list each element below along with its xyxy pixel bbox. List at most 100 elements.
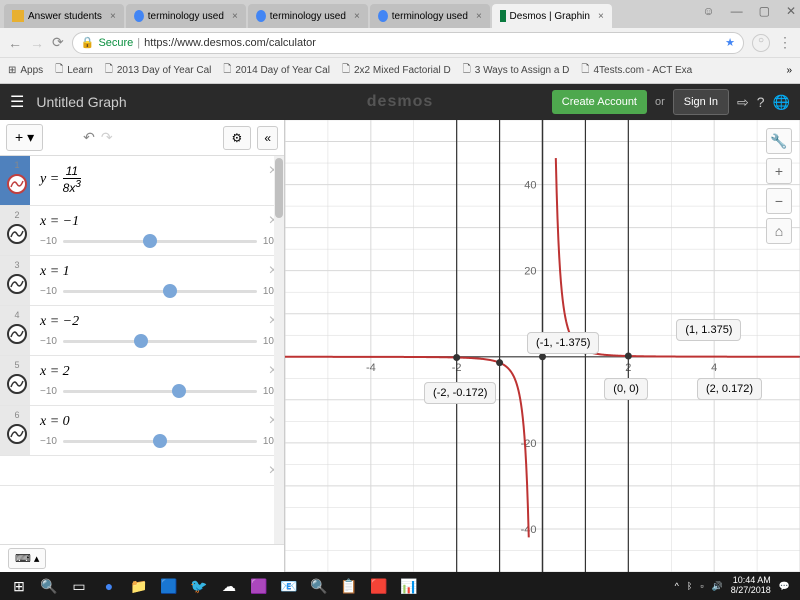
browser-tab[interactable]: terminology used×	[370, 4, 490, 28]
app-icon[interactable]: 🟥	[364, 574, 394, 598]
add-expression-button[interactable]: + ▾	[6, 124, 43, 151]
bluetooth-icon[interactable]: ᛒ	[687, 581, 692, 591]
slider[interactable]	[63, 440, 257, 443]
close-icon[interactable]: ×	[110, 11, 116, 22]
bookmark-item[interactable]: 🗋 3 Ways to Assign a D	[463, 62, 570, 79]
expression-index: 3	[0, 256, 30, 305]
home-button[interactable]: ⌂	[766, 218, 792, 244]
expression-item[interactable]: 2 x = −1 −1010 ×	[0, 206, 284, 256]
share-icon[interactable]: ⇨	[737, 94, 749, 111]
expression-color-icon[interactable]	[7, 174, 27, 194]
minimize-icon[interactable]: —	[731, 4, 743, 18]
app-icon[interactable]: 📋	[334, 574, 364, 598]
create-account-button[interactable]: Create Account	[552, 90, 647, 114]
file-explorer-icon[interactable]: 📁	[124, 574, 154, 598]
undo-icon[interactable]: ↶	[83, 129, 95, 146]
bookmark-item[interactable]: 🗋 2014 Day of Year Cal	[223, 62, 330, 79]
maximize-icon[interactable]: ▢	[759, 4, 770, 18]
url-input[interactable]: 🔒 Secure | https://www.desmos.com/calcul…	[72, 32, 744, 54]
graph-canvas[interactable]: -4-224-40-202040 (-1, -1.375)(-2, -0.172…	[285, 120, 800, 572]
expression-math[interactable]: y = 118x3	[40, 164, 274, 195]
expression-color-icon[interactable]	[7, 274, 27, 294]
svg-text:-20: -20	[521, 438, 537, 450]
app-icon[interactable]: ☁	[214, 574, 244, 598]
sidebar-toolbar: + ▾ ↶ ↷ ⚙ «	[0, 120, 284, 156]
close-icon[interactable]: ×	[232, 11, 238, 22]
zoom-out-button[interactable]: −	[766, 188, 792, 214]
collapse-sidebar-button[interactable]: «	[257, 126, 278, 150]
zoom-in-button[interactable]: +	[766, 158, 792, 184]
expression-math[interactable]: x = −2	[40, 314, 274, 330]
bookmark-item[interactable]: 🗋 4Tests.com - ACT Exa	[581, 62, 692, 79]
browser-tab[interactable]: terminology used×	[248, 4, 368, 28]
expression-color-icon[interactable]	[7, 224, 27, 244]
menu-icon[interactable]: ⋮	[778, 34, 792, 51]
expression-math[interactable]: x = 2	[40, 364, 274, 380]
bookmarks-overflow-icon[interactable]: »	[786, 65, 792, 76]
keyboard-button[interactable]: ⌨ ▴	[8, 548, 46, 569]
expression-color-icon[interactable]	[7, 424, 27, 444]
expression-color-icon[interactable]	[7, 324, 27, 344]
expression-item[interactable]: 3 x = 1 −1010 ×	[0, 256, 284, 306]
settings-button[interactable]: ⚙	[223, 126, 252, 150]
app-icon[interactable]: 📧	[274, 574, 304, 598]
user-icon[interactable]: ☺	[702, 4, 714, 18]
notifications-icon[interactable]: 💬	[779, 581, 790, 592]
close-icon[interactable]: ×	[598, 11, 604, 22]
browser-tab-active[interactable]: Desmos | Graphin×	[492, 4, 612, 28]
bookmark-item[interactable]: 🗋 Learn	[55, 62, 93, 79]
hamburger-icon[interactable]: ☰	[10, 92, 24, 112]
profile-icon[interactable]: ○	[752, 34, 770, 52]
bookmark-item[interactable]: 🗋 2x2 Mixed Factorial D	[342, 62, 451, 79]
wrench-icon[interactable]: 🔧	[766, 128, 792, 154]
expression-item[interactable]: 6 x = 0 −1010 ×	[0, 406, 284, 456]
close-icon[interactable]: ×	[476, 11, 482, 22]
expression-sidebar: + ▾ ↶ ↷ ⚙ « 1 y = 118x3 × 2 x = −1 −1010…	[0, 120, 285, 572]
app-icon[interactable]: 🔍	[304, 574, 334, 598]
bookmarks-bar: ⊞ Apps 🗋 Learn 🗋 2013 Day of Year Cal 🗋 …	[0, 58, 800, 84]
bookmark-star-icon[interactable]: ★	[725, 36, 735, 49]
point-label: (1, 1.375)	[676, 319, 741, 341]
expression-math[interactable]: x = 0	[40, 414, 274, 430]
expression-math[interactable]: x = −1	[40, 214, 274, 230]
desmos-logo: desmos	[367, 93, 433, 111]
graph-title[interactable]: Untitled Graph	[36, 94, 126, 110]
close-window-icon[interactable]: ✕	[786, 4, 796, 18]
apps-button[interactable]: ⊞ Apps	[8, 65, 43, 76]
chrome-icon[interactable]: ●	[94, 574, 124, 598]
app-icon[interactable]: 🟪	[244, 574, 274, 598]
reload-icon[interactable]: ⟳	[52, 34, 64, 51]
browser-tab[interactable]: terminology used×	[126, 4, 246, 28]
volume-icon[interactable]: 🔊	[712, 581, 723, 592]
expression-item[interactable]: 1 y = 118x3 ×	[0, 156, 284, 206]
window-controls: ☺ — ▢ ✕	[702, 4, 796, 18]
redo-icon[interactable]: ↷	[101, 129, 113, 146]
search-icon[interactable]: 🔍	[34, 574, 64, 598]
forward-icon[interactable]: →	[30, 35, 44, 51]
start-button[interactable]: ⊞	[4, 574, 34, 598]
close-icon[interactable]: ×	[354, 11, 360, 22]
expression-math[interactable]: x = 1	[40, 264, 274, 280]
slider[interactable]	[63, 340, 257, 343]
signin-button[interactable]: Sign In	[673, 89, 729, 115]
excel-icon[interactable]: 📊	[394, 574, 424, 598]
tray-icon[interactable]: ▫	[700, 581, 703, 591]
bookmark-item[interactable]: 🗋 2013 Day of Year Cal	[105, 62, 212, 79]
help-icon[interactable]: ?	[757, 94, 765, 110]
clock[interactable]: 10:44 AM 8/27/2018	[731, 576, 771, 596]
app-icon[interactable]: 🐦	[184, 574, 214, 598]
keyboard-toggle-bar: ⌨ ▴	[0, 544, 284, 572]
tray-chevron-icon[interactable]: ^	[675, 581, 679, 591]
expression-color-icon[interactable]	[7, 374, 27, 394]
expression-item[interactable]: 5 x = 2 −1010 ×	[0, 356, 284, 406]
expression-item[interactable]: 4 x = −2 −1010 ×	[0, 306, 284, 356]
slider[interactable]	[63, 390, 257, 393]
expression-list: 1 y = 118x3 × 2 x = −1 −1010 × 3 x = 1 −…	[0, 156, 284, 544]
browser-tab[interactable]: Answer students×	[4, 4, 124, 28]
slider[interactable]	[63, 290, 257, 293]
language-icon[interactable]: 🌐	[773, 94, 790, 111]
app-icon[interactable]: 🟦	[154, 574, 184, 598]
back-icon[interactable]: ←	[8, 35, 22, 51]
slider[interactable]	[63, 240, 257, 243]
task-view-icon[interactable]: ▭	[64, 574, 94, 598]
